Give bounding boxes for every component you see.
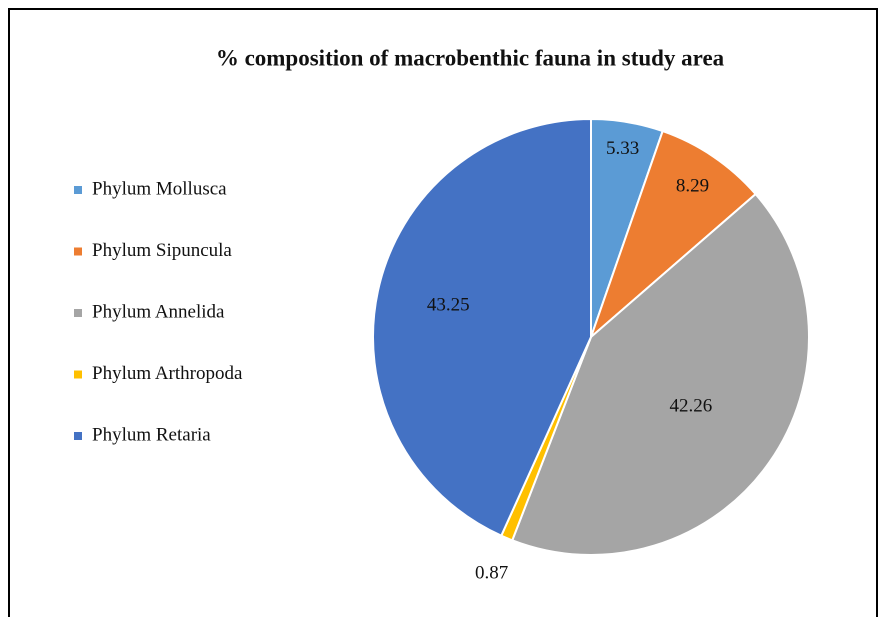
data-label: 8.29: [676, 175, 709, 196]
legend-swatch: [74, 247, 82, 256]
legend-label: Phylum Arthropoda: [92, 363, 243, 384]
legend-label: Phylum Retaria: [92, 424, 211, 445]
pie-slice: [510, 192, 810, 556]
chart-frame: [8, 8, 878, 617]
data-label: 42.26: [669, 396, 712, 417]
data-label: 5.33: [606, 138, 639, 159]
legend-label: Phylum Annelida: [92, 301, 225, 322]
pie-slice: [372, 117, 592, 538]
legend-swatch: [74, 432, 82, 440]
chart-title: % composition of macrobenthic fauna in s…: [216, 45, 725, 70]
pie-slice: [588, 129, 758, 341]
legend-swatch: [74, 186, 82, 194]
data-label: 43.25: [427, 295, 470, 316]
legend-label: Phylum Mollusca: [92, 178, 227, 199]
legend-swatch: [74, 370, 82, 379]
data-label: 0.87: [475, 562, 508, 583]
legend-swatch: [74, 309, 82, 317]
legend-label: Phylum Sipuncula: [92, 240, 232, 261]
